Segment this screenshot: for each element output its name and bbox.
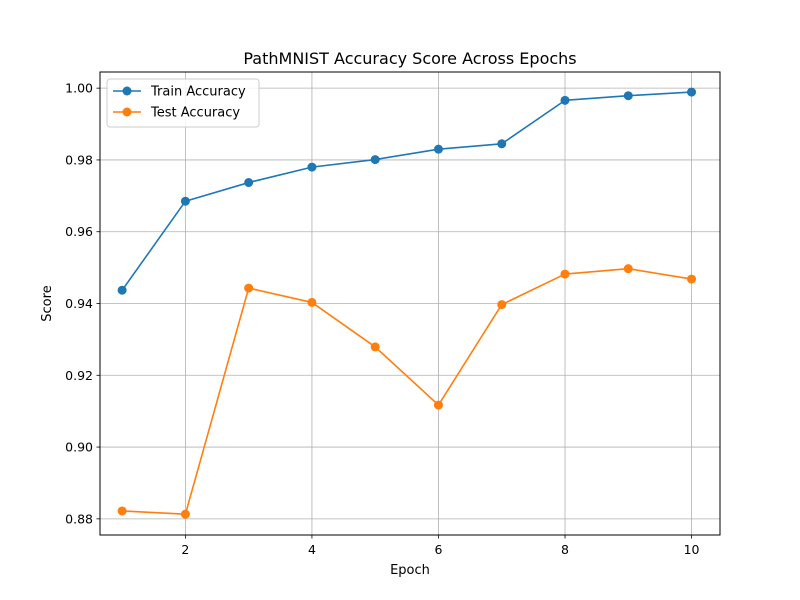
- legend-marker: [122, 86, 132, 96]
- data-point: [117, 506, 127, 516]
- data-point: [623, 264, 633, 274]
- series-line: [121, 91, 692, 291]
- y-tick-label: 0.98: [65, 152, 93, 167]
- legend-label: Train Accuracy: [150, 85, 246, 100]
- data-point: [370, 155, 380, 165]
- data-point: [117, 285, 127, 295]
- series-1: [117, 264, 697, 519]
- x-tick-label: 2: [181, 542, 189, 557]
- grid-lines: [100, 72, 720, 535]
- data-point: [433, 400, 443, 410]
- data-point: [497, 139, 507, 149]
- data-point: [180, 509, 190, 519]
- y-tick-label: 0.96: [65, 224, 93, 239]
- data-point: [687, 87, 697, 97]
- y-tick-label: 0.94: [65, 296, 93, 311]
- y-tick-label: 0.90: [65, 440, 93, 455]
- data-point: [497, 300, 507, 310]
- y-tick-label: 0.88: [65, 511, 93, 526]
- data-point: [370, 342, 380, 352]
- data-point: [244, 283, 254, 293]
- series-line: [122, 267, 692, 515]
- x-tick-label: 8: [561, 542, 569, 557]
- x-axis-title: Epoch: [390, 563, 430, 578]
- data-point: [307, 297, 317, 307]
- series-0: [117, 87, 697, 295]
- legend: Train Accuracy Test Accuracy: [106, 78, 260, 128]
- data-point: [560, 269, 570, 279]
- axis-ticks: 2 4 6 8 10 0.88 0.90 0.92 0.94 0.96 0.98 1.00: [65, 81, 699, 557]
- y-tick-label: 1.00: [65, 81, 93, 96]
- legend-marker: [122, 107, 132, 117]
- legend-item: Test Accuracy: [113, 106, 240, 121]
- y-tick-label: 0.92: [65, 368, 93, 383]
- data-point: [433, 144, 443, 154]
- x-tick-label: 10: [684, 542, 700, 557]
- legend-label: Test Accuracy: [150, 106, 240, 121]
- x-tick-label: 4: [308, 542, 316, 557]
- data-point: [560, 95, 570, 105]
- legend-box: [106, 78, 260, 128]
- x-tick-label: 6: [434, 542, 442, 557]
- legend-item: Train Accuracy: [113, 85, 246, 100]
- data-point: [180, 196, 190, 206]
- series-layer: [117, 87, 697, 519]
- data-point: [307, 162, 317, 172]
- data-point: [623, 91, 633, 101]
- data-point: [687, 274, 697, 284]
- chart-title: PathMNIST Accuracy Score Across Epochs: [243, 49, 576, 68]
- data-point: [244, 178, 254, 188]
- y-axis-title: Score: [40, 285, 55, 321]
